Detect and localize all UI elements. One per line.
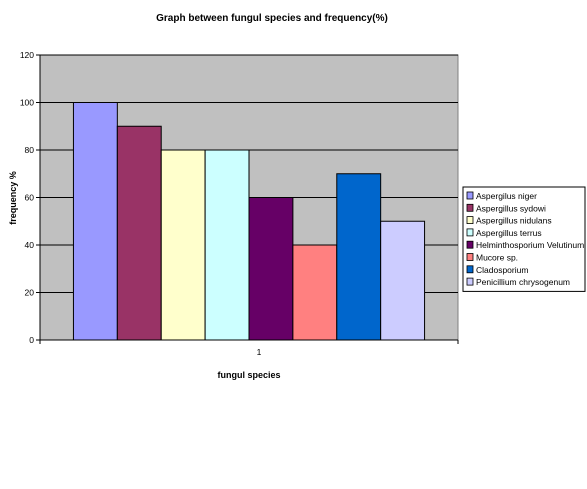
legend-label: Mucore sp.: [476, 253, 518, 263]
y-tick-label: 60: [25, 193, 35, 203]
bar-mucore-sp: [292, 244, 338, 341]
legend-swatch: [466, 277, 474, 286]
y-tick-label: 80: [25, 145, 35, 155]
legend-label: Aspergillus terrus: [476, 228, 542, 238]
legend-label: Helminthosporium Velutinum: [476, 240, 584, 250]
bar-aspergillus-terrus: [204, 149, 250, 341]
legend-label: Aspergillus nidulans: [476, 216, 552, 226]
y-tick-label: 40: [25, 240, 35, 250]
legend-swatch: [466, 216, 474, 225]
legend: Aspergilus niger Aspergillus sydowi Asperg…: [462, 186, 586, 292]
x-tick-label: 1: [257, 347, 262, 357]
legend-label: Aspergillus sydowi: [476, 203, 546, 213]
legend-swatch: [466, 191, 474, 200]
legend-swatch: [466, 203, 474, 212]
legend-swatch: [466, 240, 474, 249]
legend-label: Aspergilus niger: [476, 191, 537, 201]
legend-swatch: [466, 253, 474, 261]
y-tick-label: 120: [20, 50, 34, 60]
bars: [72, 102, 426, 341]
bar-helminthosporium-velutinum: [248, 197, 294, 341]
bar-aspergilus-niger: [72, 102, 118, 341]
legend-swatch: [466, 265, 474, 274]
legend-label: Cladosporium: [476, 265, 528, 275]
bar-penicillium-chrysogenum: [380, 220, 426, 341]
chart-title: Graph between fungul species and frequen…: [156, 13, 388, 24]
bar-cladosporium: [336, 173, 382, 341]
legend-swatch: [466, 228, 474, 237]
legend-box: [462, 186, 586, 292]
y-tick-label: 20: [25, 288, 35, 298]
y-tick-label: 100: [20, 98, 34, 108]
x-axis: 1: [36, 339, 459, 357]
bar-aspergillus-nidulans: [160, 149, 206, 341]
y-axis-title: frequency %: [8, 171, 18, 225]
bar-aspergillus-sydowi: [116, 125, 162, 341]
legend-label: Penicillium chrysogenum: [476, 277, 570, 287]
y-tick-label: 0: [29, 335, 34, 345]
x-axis-title: fungul species: [217, 370, 280, 380]
y-axis: 0 20 40 60 80 100 120: [20, 50, 41, 345]
